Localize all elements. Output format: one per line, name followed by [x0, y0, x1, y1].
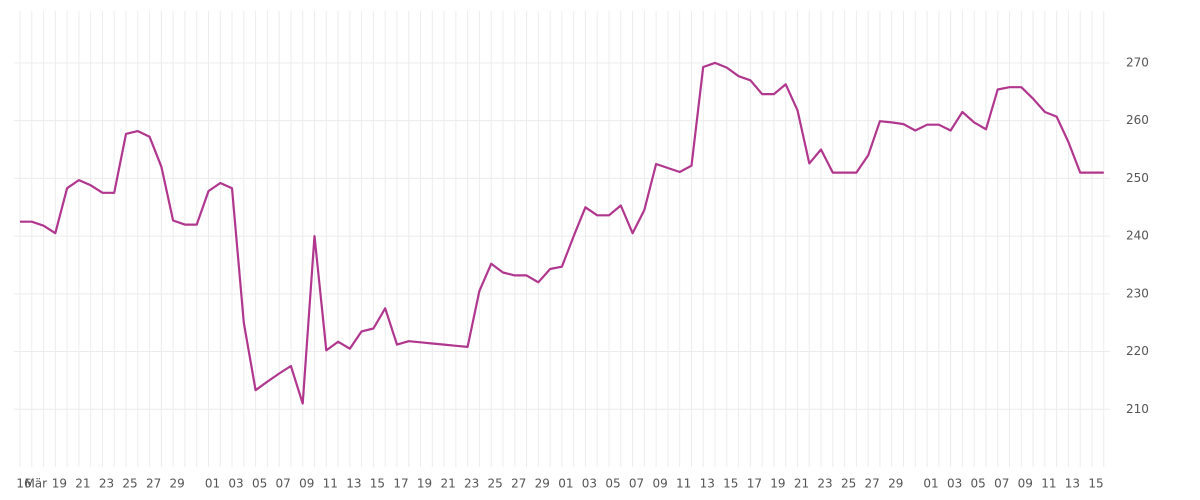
x-tick-label: 19	[770, 477, 785, 491]
x-tick-label: 16	[16, 477, 31, 491]
x-tick-label: 09	[652, 477, 667, 491]
x-tick-label: 07	[994, 477, 1009, 491]
y-tick-label: 230	[1126, 286, 1149, 300]
x-tick-label: 19	[52, 477, 67, 491]
x-tick-label: 13	[346, 477, 361, 491]
x-tick-label: 11	[1041, 477, 1056, 491]
y-tick-label: 210	[1126, 402, 1149, 416]
x-tick-label: 07	[629, 477, 644, 491]
x-tick-label: 23	[817, 477, 832, 491]
x-tick-label: 25	[122, 477, 137, 491]
x-tick-label: 13	[1065, 477, 1080, 491]
y-tick-label: 240	[1126, 229, 1149, 243]
x-tick-label: 01	[205, 477, 220, 491]
x-tick-label: 25	[841, 477, 856, 491]
x-tick-label: 17	[393, 477, 408, 491]
line	[20, 61, 1104, 405]
x-tick-label: 03	[582, 477, 597, 491]
x-tick-label: 27	[146, 477, 161, 491]
x-tick-label: 19	[417, 477, 432, 491]
x-tick-label: 05	[252, 477, 267, 491]
x-tick-label: 21	[75, 477, 90, 491]
x-tick-label: 05	[971, 477, 986, 491]
x-tick-label: 21	[440, 477, 455, 491]
x-tick-label: 11	[676, 477, 691, 491]
x-tick-label: 15	[370, 477, 385, 491]
y-tick-label: 250	[1126, 171, 1149, 185]
x-tick-label: 01	[923, 477, 938, 491]
x-tick-label: 17	[747, 477, 762, 491]
x-tick-label: 01	[558, 477, 573, 491]
x-tick-label: 15	[723, 477, 738, 491]
x-tick-label: 23	[99, 477, 114, 491]
y-tick-label: 260	[1126, 113, 1149, 127]
x-tick-label: 09	[1018, 477, 1033, 491]
x-tick-label: 29	[888, 477, 903, 491]
x-tick-label: 25	[488, 477, 503, 491]
x-tick-label: 11	[323, 477, 338, 491]
x-tick-label: 21	[794, 477, 809, 491]
x-tick-label: 03	[947, 477, 962, 491]
x-tick-label: 23	[464, 477, 479, 491]
x-tick-label: 05	[605, 477, 620, 491]
x-tick-label: 29	[535, 477, 550, 491]
x-tick-label: 07	[276, 477, 291, 491]
x-tick-label: 03	[228, 477, 243, 491]
x-tick-label: 13	[700, 477, 715, 491]
x-tick-label: 27	[511, 477, 526, 491]
y-tick-label: 270	[1126, 55, 1149, 69]
x-tick-label: 29	[169, 477, 184, 491]
x-tick-label: 27	[865, 477, 880, 491]
x-tick-label: 15	[1088, 477, 1103, 491]
x-tick-label: Mär	[24, 477, 47, 491]
x-tick-label: 09	[299, 477, 314, 491]
y-tick-label: 220	[1126, 344, 1149, 358]
